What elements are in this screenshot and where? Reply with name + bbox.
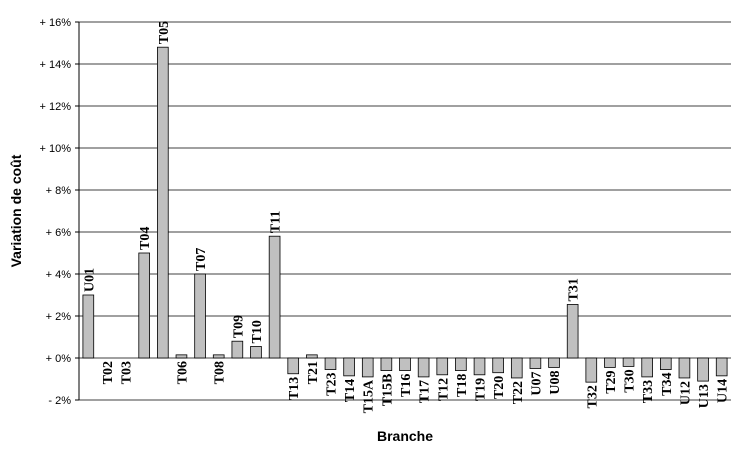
bar-t21 (306, 354, 318, 359)
bar-label-t06: T06 (175, 361, 190, 384)
bar-label-t05: T05 (157, 21, 172, 44)
bar-t31 (566, 304, 579, 359)
y-axis-title: Variation de coût (8, 154, 24, 267)
bar-t08 (212, 354, 225, 359)
bar-label-t08: T08 (213, 361, 228, 384)
y-tick-label: + 14% (40, 59, 72, 71)
bar-label-t29: T29 (604, 370, 619, 393)
bar-u08 (548, 357, 560, 368)
bar-label-t03: T03 (120, 361, 135, 384)
bar-t22 (510, 357, 523, 379)
bar-label-t20: T20 (492, 376, 507, 399)
bar-label-u07: U07 (529, 372, 544, 396)
bar-label-t14: T14 (343, 379, 358, 402)
y-tick-label: + 6% (46, 227, 72, 239)
bar-label-t32: T32 (585, 385, 600, 408)
bar-t14 (343, 357, 355, 377)
bar-label-t33: T33 (641, 380, 656, 403)
bar-label-t18: T18 (455, 374, 470, 397)
bar-label-u14: U14 (716, 379, 731, 403)
bar-t11 (268, 235, 281, 359)
bar-t18 (455, 357, 467, 372)
y-tick-label: + 8% (46, 185, 72, 197)
y-tick-label: + 12% (40, 101, 72, 113)
y-tick-label: + 2% (46, 311, 72, 323)
bar-label-u13: U13 (697, 384, 712, 408)
bar-t17 (417, 357, 430, 378)
y-tick-label: + 10% (40, 143, 72, 155)
bar-label-t17: T17 (418, 380, 433, 403)
bar-u13 (697, 357, 709, 382)
bar-label-t16: T16 (399, 374, 414, 397)
bar-label-t04: T04 (138, 227, 153, 250)
bar-t29 (604, 357, 616, 368)
bars (82, 46, 728, 383)
y-tick-label: + 16% (40, 17, 72, 29)
y-tick-label: + 4% (46, 269, 72, 281)
bar-label-u08: U08 (548, 370, 563, 394)
x-axis-title: Branche (377, 428, 433, 444)
bar-u12 (678, 357, 691, 379)
bar-t34 (659, 357, 672, 370)
bar-label-t09: T09 (231, 315, 246, 338)
bar-u14 (715, 357, 728, 377)
bar-t23 (324, 357, 337, 370)
bar-label-t21: T21 (306, 361, 321, 384)
bar-t30 (622, 357, 635, 367)
bar-t15b (380, 357, 393, 372)
bar-label-t22: T22 (511, 381, 526, 404)
bar-t10 (250, 346, 262, 359)
bar-t05 (157, 46, 169, 359)
bar-t06 (175, 354, 188, 359)
bar-t20 (492, 357, 504, 374)
bar-t16 (399, 357, 411, 372)
bar-t33 (641, 357, 653, 378)
bar-t07 (194, 273, 206, 359)
y-tick-label: + 0% (46, 353, 72, 365)
bar-label-t15a: T15A (362, 379, 377, 413)
bar-u07 (529, 357, 542, 369)
bar-t15a (361, 357, 374, 378)
bar-label-t12: T12 (436, 378, 451, 401)
bar-label-t30: T30 (623, 369, 638, 392)
bar-t13 (287, 357, 300, 375)
bar-t09 (231, 340, 244, 359)
bar-label-t07: T07 (194, 248, 209, 271)
bar-label-t31: T31 (567, 278, 582, 301)
bar-t04 (138, 252, 151, 359)
bar-label-u01: U01 (82, 268, 97, 292)
bar-label-t13: T13 (287, 377, 302, 400)
bar-t12 (436, 357, 449, 376)
bar-label-u12: U12 (678, 381, 693, 405)
bar-u01 (82, 294, 95, 359)
bar-label-t34: T34 (660, 373, 675, 396)
bar-label-t11: T11 (269, 211, 284, 234)
bar-label-t23: T23 (324, 373, 339, 396)
gridlines (79, 21, 731, 401)
bar-label-t15b: T15B (380, 374, 395, 407)
bar-t32 (585, 357, 598, 383)
y-tick-label: - 2% (48, 395, 71, 407)
y-axis-ticks: - 2% + 0% + 2% + 4% + 6% + 8% + 10% + 12% + 14% +… (40, 17, 79, 407)
bar-label-t02: T02 (101, 361, 116, 384)
bar-t19 (473, 357, 486, 376)
bar-label-t10: T10 (250, 320, 265, 343)
bar-label-t19: T19 (474, 378, 489, 401)
